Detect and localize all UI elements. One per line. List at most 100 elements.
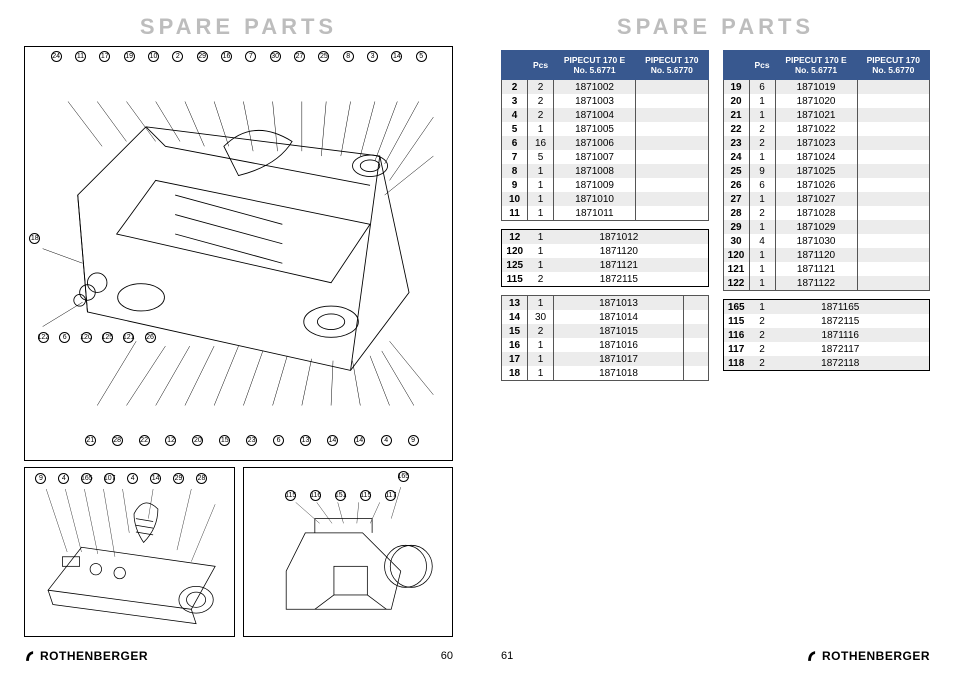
cell-part-a: 1871020 — [775, 94, 857, 108]
cell-pcs: 1 — [749, 108, 775, 122]
cell-part-a: 1871029 — [775, 220, 857, 234]
cell-part-a: 1872118 — [775, 356, 905, 371]
cell-part-b — [684, 324, 708, 338]
col-pcs: Pcs — [528, 51, 554, 80]
callout: 24 — [51, 51, 62, 62]
table-row: 15 2 1871015 — [502, 324, 709, 338]
callout: 26 — [145, 332, 156, 343]
cell-part-a: 1871013 — [554, 296, 684, 311]
cell-pcs: 2 — [528, 324, 554, 338]
cell-num: 6 — [502, 136, 528, 150]
table-row: 23 2 1871023 — [723, 136, 930, 150]
callout: 8 — [343, 51, 354, 62]
table-row: 115 2 1872115 — [502, 272, 709, 287]
cell-part-b — [857, 136, 929, 150]
page-right: Spare Parts Pcs PIPECUT 170 ENo. 5.6771 … — [477, 0, 954, 675]
cell-num: 26 — [723, 178, 749, 192]
table-row: 120 1 1871120 — [502, 244, 709, 258]
cell-part-a: 1871003 — [554, 94, 636, 108]
cell-num: 30 — [723, 234, 749, 248]
parts-table: Pcs PIPECUT 170 ENo. 5.6771 PIPECUT 170N… — [723, 50, 931, 291]
cell-part-a: 1871120 — [775, 248, 857, 262]
table-row: 11 1 1871011 — [502, 206, 709, 221]
tech-drawing-sub2 — [248, 472, 449, 632]
cell-num: 5 — [502, 122, 528, 136]
cell-pcs: 1 — [528, 164, 554, 178]
cell-pcs: 1 — [749, 248, 775, 262]
cell-num: 21 — [723, 108, 749, 122]
cell-pcs: 1 — [749, 150, 775, 164]
callout: 120 — [81, 332, 92, 343]
page-left: Spare Parts — [0, 0, 477, 675]
cell-part-a: 1872115 — [775, 314, 905, 328]
cell-pcs: 2 — [749, 122, 775, 136]
cell-part-a: 1871005 — [554, 122, 636, 136]
callout: 11 — [75, 51, 86, 62]
diagram-sub-2: 165115116151115117 — [243, 467, 454, 637]
cell-pcs: 2 — [749, 328, 775, 342]
cell-num: 19 — [723, 80, 749, 95]
cell-pcs: 5 — [528, 150, 554, 164]
table-row: 10 1 1871010 — [502, 192, 709, 206]
cell-part-b — [636, 164, 708, 178]
cell-pcs: 1 — [528, 352, 554, 366]
cell-part-b — [905, 314, 929, 328]
col-model-a: PIPECUT 170 ENo. 5.6771 — [775, 51, 857, 80]
cell-part-b — [857, 108, 929, 122]
table-row: 7 5 1871007 — [502, 150, 709, 164]
table-row: 12 1 1871012 — [502, 230, 709, 245]
cell-part-b — [857, 80, 929, 95]
cell-part-b — [857, 178, 929, 192]
callout: 5 — [416, 51, 427, 62]
brand-icon — [806, 649, 820, 663]
cell-part-a: 1871024 — [775, 150, 857, 164]
cell-num: 120 — [502, 244, 528, 258]
cell-part-b — [857, 248, 929, 262]
parts-table: 13 1 1871013 14 30 1871014 15 2 1871015 … — [501, 295, 709, 381]
callout: 14 — [354, 435, 365, 446]
cell-part-b — [636, 94, 708, 108]
callout: 19 — [124, 51, 135, 62]
cell-part-b — [684, 296, 708, 311]
cell-num: 12 — [502, 230, 528, 245]
col-pcs: Pcs — [749, 51, 775, 80]
table-row: 25 9 1871025 — [723, 164, 930, 178]
cell-pcs: 1 — [528, 230, 554, 245]
tech-drawing-sub1 — [29, 472, 230, 632]
parts-table: 165 1 1871165 115 2 1872115 116 2 187111… — [723, 299, 931, 371]
cell-pcs: 2 — [528, 272, 554, 287]
cell-pcs: 1 — [749, 94, 775, 108]
cell-num: 9 — [502, 178, 528, 192]
cell-part-b — [857, 220, 929, 234]
cell-pcs: 1 — [528, 366, 554, 381]
cell-part-b — [905, 356, 929, 371]
table-row: 29 1 1871029 — [723, 220, 930, 234]
col-model-b: PIPECUT 170No. 5.6770 — [857, 51, 929, 80]
cell-part-b — [857, 94, 929, 108]
cell-part-b — [857, 192, 929, 206]
cell-part-a: 1871008 — [554, 164, 636, 178]
table-row: 121 1 1871121 — [723, 262, 930, 276]
brand-left: ROTHENBERGER — [24, 649, 148, 663]
cell-part-a: 1871009 — [554, 178, 636, 192]
page-title-left: Spare Parts — [24, 14, 453, 40]
cell-pcs: 4 — [749, 234, 775, 248]
cell-num: 23 — [723, 136, 749, 150]
cell-pcs: 1 — [528, 244, 554, 258]
cell-part-b — [636, 108, 708, 122]
diagram-main: 2411171910229167302725831451812261201251… — [24, 46, 453, 461]
callout: 30 — [270, 51, 281, 62]
cell-pcs: 1 — [528, 258, 554, 272]
cell-part-b — [857, 276, 929, 291]
cell-num: 115 — [502, 272, 528, 287]
cell-num: 13 — [502, 296, 528, 311]
callout: 151 — [335, 490, 346, 501]
cell-part-b — [857, 234, 929, 248]
cell-part-a: 1871017 — [554, 352, 684, 366]
cell-pcs: 2 — [749, 136, 775, 150]
table-row: 24 1 1871024 — [723, 150, 930, 164]
cell-part-b — [684, 338, 708, 352]
parts-table: 12 1 1871012 120 1 1871120 125 1 1871121… — [501, 229, 709, 287]
table-row: 165 1 1871165 — [723, 300, 930, 315]
cell-part-a: 1871015 — [554, 324, 684, 338]
